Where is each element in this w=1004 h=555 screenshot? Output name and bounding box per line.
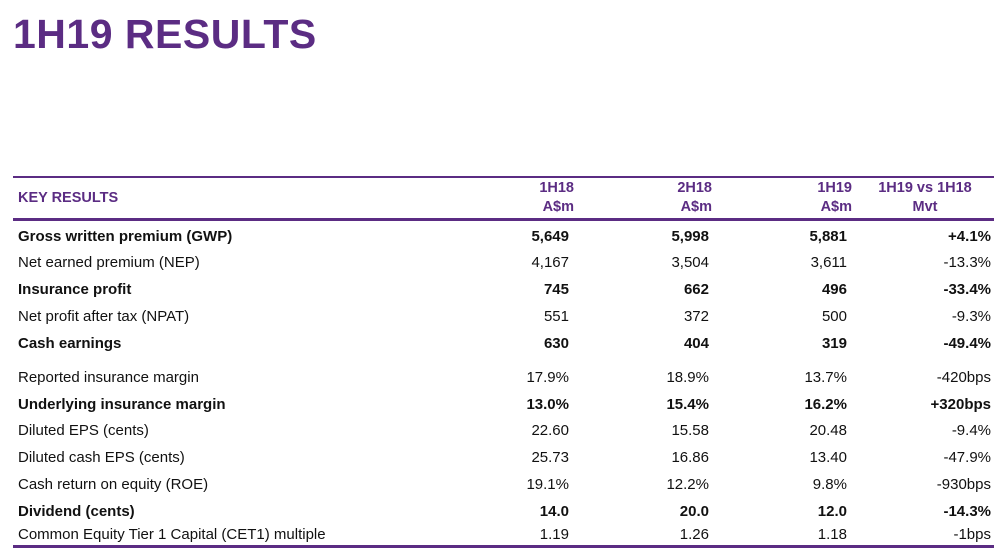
row-label: Cash return on equity (ROE) [18,476,209,493]
row-label: Net earned premium (NEP) [18,254,200,271]
value-movement: -9.3% [951,308,991,325]
header-1h18: 1H18 A$m [539,179,574,217]
value-movement: -420bps [936,369,991,386]
value-1h19: 12.0 [817,503,847,520]
value-1h19: 3,611 [810,254,847,271]
value-1h18: 4,167 [531,254,569,271]
table-bottom-rule [13,545,994,548]
value-2h18: 15.4% [666,396,709,413]
header-1h18-unit: A$m [542,199,574,215]
header-1h19-unit: A$m [820,199,852,215]
value-2h18: 1.26 [679,526,709,543]
value-2h18: 3,504 [671,254,709,271]
header-1h18-period: 1H18 [539,180,574,196]
value-movement: -930bps [936,476,991,493]
value-1h19: 5,881 [809,228,847,245]
value-2h18: 404 [683,335,709,352]
value-1h18: 5,649 [531,228,569,245]
value-movement: -1bps [953,526,991,543]
value-movement: -13.3% [943,254,991,271]
row-label: Net profit after tax (NPAT) [18,308,190,325]
table-row: Net profit after tax (NPAT) 551 372 500 … [13,304,994,330]
header-2h18-unit: A$m [680,199,712,215]
value-1h18: 13.0% [526,396,569,413]
value-movement: +320bps [930,396,991,413]
header-movement-unit: Mvt [912,199,938,215]
value-movement: -33.4% [943,281,991,298]
row-label: Underlying insurance margin [18,396,226,413]
header-2h18-period: 2H18 [677,180,712,196]
value-1h18: 14.0 [539,503,569,520]
value-1h19: 9.8% [812,476,847,493]
row-label: Dividend (cents) [18,503,135,520]
table-row: Diluted EPS (cents) 22.60 15.58 20.48 -9… [13,418,994,444]
value-2h18: 372 [683,308,709,325]
row-label: Insurance profit [18,281,132,298]
value-2h18: 20.0 [679,503,709,520]
value-1h19: 500 [821,308,847,325]
value-1h18: 25.73 [531,449,569,466]
value-movement: -49.4% [943,335,991,352]
row-label: Reported insurance margin [18,369,199,386]
value-1h19: 16.2% [804,396,847,413]
table-row: Common Equity Tier 1 Capital (CET1) mult… [13,525,994,545]
header-1h19-period: 1H19 [817,180,852,196]
value-1h18: 1.19 [539,526,569,543]
row-label: Cash earnings [18,335,122,352]
table-row: Underlying insurance margin 13.0% 15.4% … [13,392,994,418]
value-2h18: 15.58 [671,422,709,439]
header-movement: 1H19 vs 1H18 Mvt [856,179,994,217]
value-1h18: 17.9% [526,369,569,386]
table-row: Dividend (cents) 14.0 20.0 12.0 -14.3% [13,499,994,525]
row-label: Diluted EPS (cents) [18,422,149,439]
header-movement-comparison: 1H19 vs 1H18 [878,180,972,196]
value-2h18: 662 [683,281,709,298]
value-2h18: 5,998 [671,228,709,245]
table-header: KEY RESULTS 1H18 A$m 2H18 A$m 1H19 A$m 1… [13,178,994,218]
value-2h18: 16.86 [671,449,709,466]
header-1h19: 1H19 A$m [817,179,852,217]
value-movement: -47.9% [943,449,991,466]
value-1h18: 630 [543,335,569,352]
value-1h19: 20.48 [809,422,847,439]
value-1h18: 22.60 [531,422,569,439]
value-movement: -9.4% [951,422,991,439]
header-key-results: KEY RESULTS [18,190,119,206]
value-movement: -14.3% [943,503,991,520]
value-2h18: 18.9% [666,369,709,386]
table-row: Gross written premium (GWP) 5,649 5,998 … [13,224,994,250]
value-1h19: 13.40 [809,449,847,466]
value-1h18: 745 [543,281,569,298]
table-row: Net earned premium (NEP) 4,167 3,504 3,6… [13,250,994,276]
value-1h19: 13.7% [804,369,847,386]
value-2h18: 12.2% [666,476,709,493]
row-label: Diluted cash EPS (cents) [18,449,185,466]
table-row: Diluted cash EPS (cents) 25.73 16.86 13.… [13,445,994,471]
row-label: Common Equity Tier 1 Capital (CET1) mult… [18,526,326,543]
row-label: Gross written premium (GWP) [18,228,233,245]
table-row: Insurance profit 745 662 496 -33.4% [13,277,994,303]
value-1h19: 1.18 [817,526,847,543]
table-row: Reported insurance margin 17.9% 18.9% 13… [13,365,994,391]
header-2h18: 2H18 A$m [677,179,712,217]
table-row: Cash return on equity (ROE) 19.1% 12.2% … [13,472,994,498]
value-movement: +4.1% [948,228,991,245]
value-1h19: 319 [821,335,847,352]
page-title: 1H19 RESULTS [13,11,317,57]
table-row: Cash earnings 630 404 319 -49.4% [13,331,994,357]
value-1h19: 496 [821,281,847,298]
header-rule [13,218,994,221]
value-1h18: 19.1% [526,476,569,493]
table-top-rule [13,176,994,178]
value-1h18: 551 [543,308,569,325]
